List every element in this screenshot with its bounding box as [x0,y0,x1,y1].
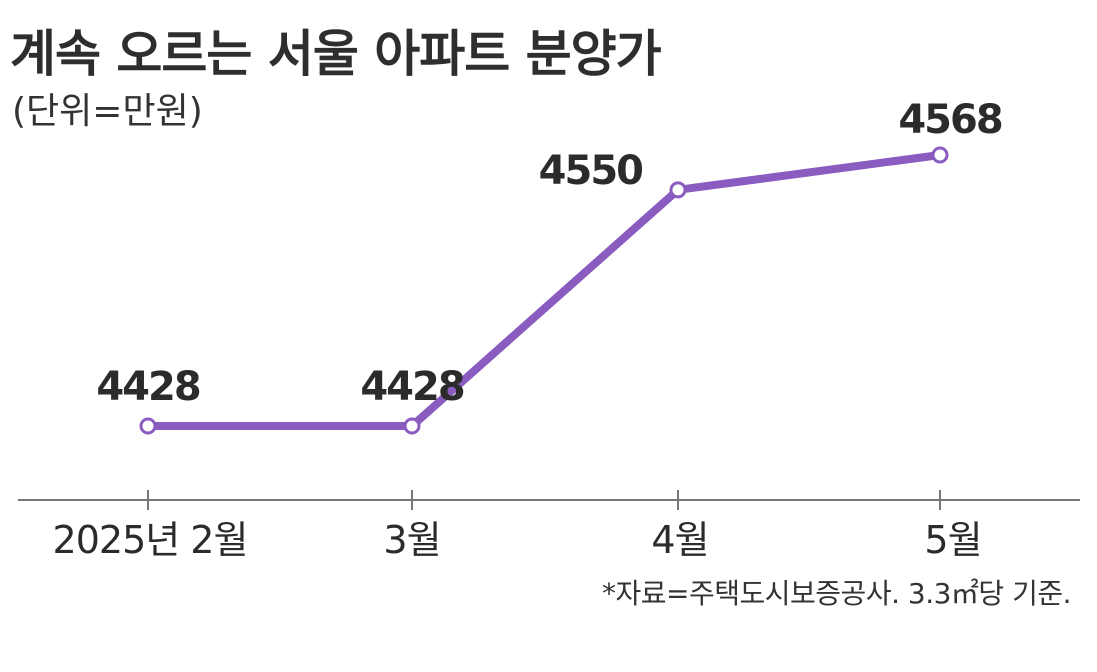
data-labels: 4428 4428 4550 4568 [96,97,1003,410]
x-tick-label: 3월 [383,518,440,562]
data-label: 4428 [96,364,199,410]
data-point [139,417,157,435]
data-label: 4568 [898,97,1001,143]
x-tick-labels: 2025년 2월 3월 4월 5월 [53,518,983,562]
x-tick-label: 4월 [651,518,708,562]
data-point [931,146,949,164]
source-note: *자료=주택도시보증공사. 3.3㎡당 기준. [602,577,1071,610]
series-line [144,151,944,430]
data-point [403,417,421,435]
chart-title: 계속 오르는 서울 아파트 분양가 [10,25,662,83]
unit-label: (단위=만원) [12,91,203,132]
data-point [669,181,687,199]
data-points [139,146,949,435]
x-tick-label: 5월 [924,518,981,562]
data-label: 4550 [539,148,642,194]
x-tick-label: 2025년 2월 [53,518,248,562]
data-label: 4428 [360,364,463,410]
x-axis-ticks [147,490,941,510]
